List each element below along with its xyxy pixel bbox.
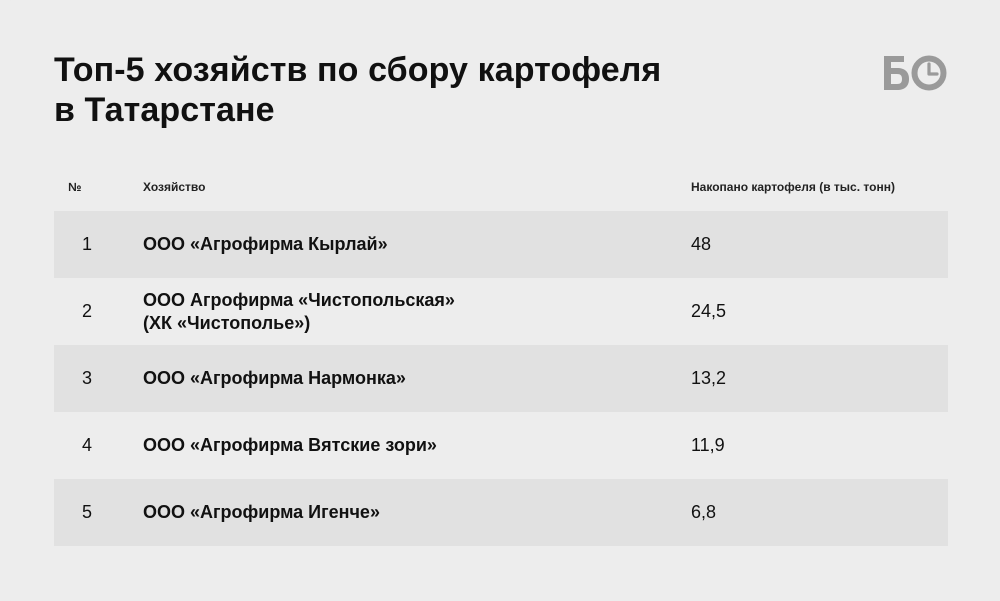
row-farm-line-1: ООО «Агрофирма Кырлай» bbox=[143, 234, 388, 254]
table-row: 5 ООО «Агрофирма Игенче» 6,8 bbox=[54, 479, 948, 546]
row-farm: ООО «Агрофирма Игенче» bbox=[143, 479, 663, 546]
header-num: № bbox=[68, 180, 82, 194]
farms-table: № Хозяйство Накопано картофеля (в тыс. т… bbox=[54, 176, 948, 546]
row-num: 5 bbox=[81, 502, 92, 522]
row-farm: ООО «Агрофирма Вятские зори» bbox=[143, 412, 663, 479]
bo-logo-icon: БО bbox=[884, 55, 947, 91]
row-farm-line-1: ООО «Агрофирма Вятские зори» bbox=[143, 435, 437, 455]
page-title: Топ-5 хозяйств по сбору картофеля в Тата… bbox=[54, 50, 774, 130]
table-row: 1 ООО «Агрофирма Кырлай» 48 bbox=[54, 211, 948, 278]
row-farm: ООО Агрофирма «Чистопольская» (ХК «Чисто… bbox=[143, 278, 663, 345]
row-num: 3 bbox=[81, 368, 92, 388]
row-amount: 11,9 bbox=[691, 435, 725, 455]
table-row: 4 ООО «Агрофирма Вятские зори» 11,9 bbox=[54, 412, 948, 479]
row-amount: 48 bbox=[691, 234, 712, 254]
row-num: 1 bbox=[81, 234, 92, 254]
row-num: 4 bbox=[81, 435, 92, 455]
row-amount: 13,2 bbox=[691, 368, 727, 388]
table-row: 2 ООО Агрофирма «Чистопольская» (ХК «Чис… bbox=[54, 278, 948, 345]
row-amount: 24,5 bbox=[691, 301, 727, 321]
row-farm: ООО «Агрофирма Нармонка» bbox=[143, 345, 663, 412]
row-farm: ООО «Агрофирма Кырлай» bbox=[143, 211, 663, 278]
row-farm-line-1: ООО «Агрофирма Игенче» bbox=[143, 502, 380, 522]
table-row: 3 ООО «Агрофирма Нармонка» 13,2 bbox=[54, 345, 948, 412]
row-farm-line-1: ООО Агрофирма «Чистопольская» bbox=[143, 289, 455, 310]
row-num: 2 bbox=[81, 301, 92, 321]
header-amount: Накопано картофеля (в тыс. тонн) bbox=[691, 180, 895, 194]
title-line-2: в Татарстане bbox=[54, 91, 275, 129]
title-line-1: Топ-5 хозяйств по сбору картофеля bbox=[54, 51, 662, 89]
header-farm: Хозяйство bbox=[143, 180, 206, 194]
row-farm-line-2: (ХК «Чистополье») bbox=[143, 312, 311, 333]
row-farm-line-1: ООО «Агрофирма Нармонка» bbox=[143, 368, 406, 388]
row-amount: 6,8 bbox=[691, 502, 717, 522]
table-header: № Хозяйство Накопано картофеля (в тыс. т… bbox=[54, 176, 948, 211]
